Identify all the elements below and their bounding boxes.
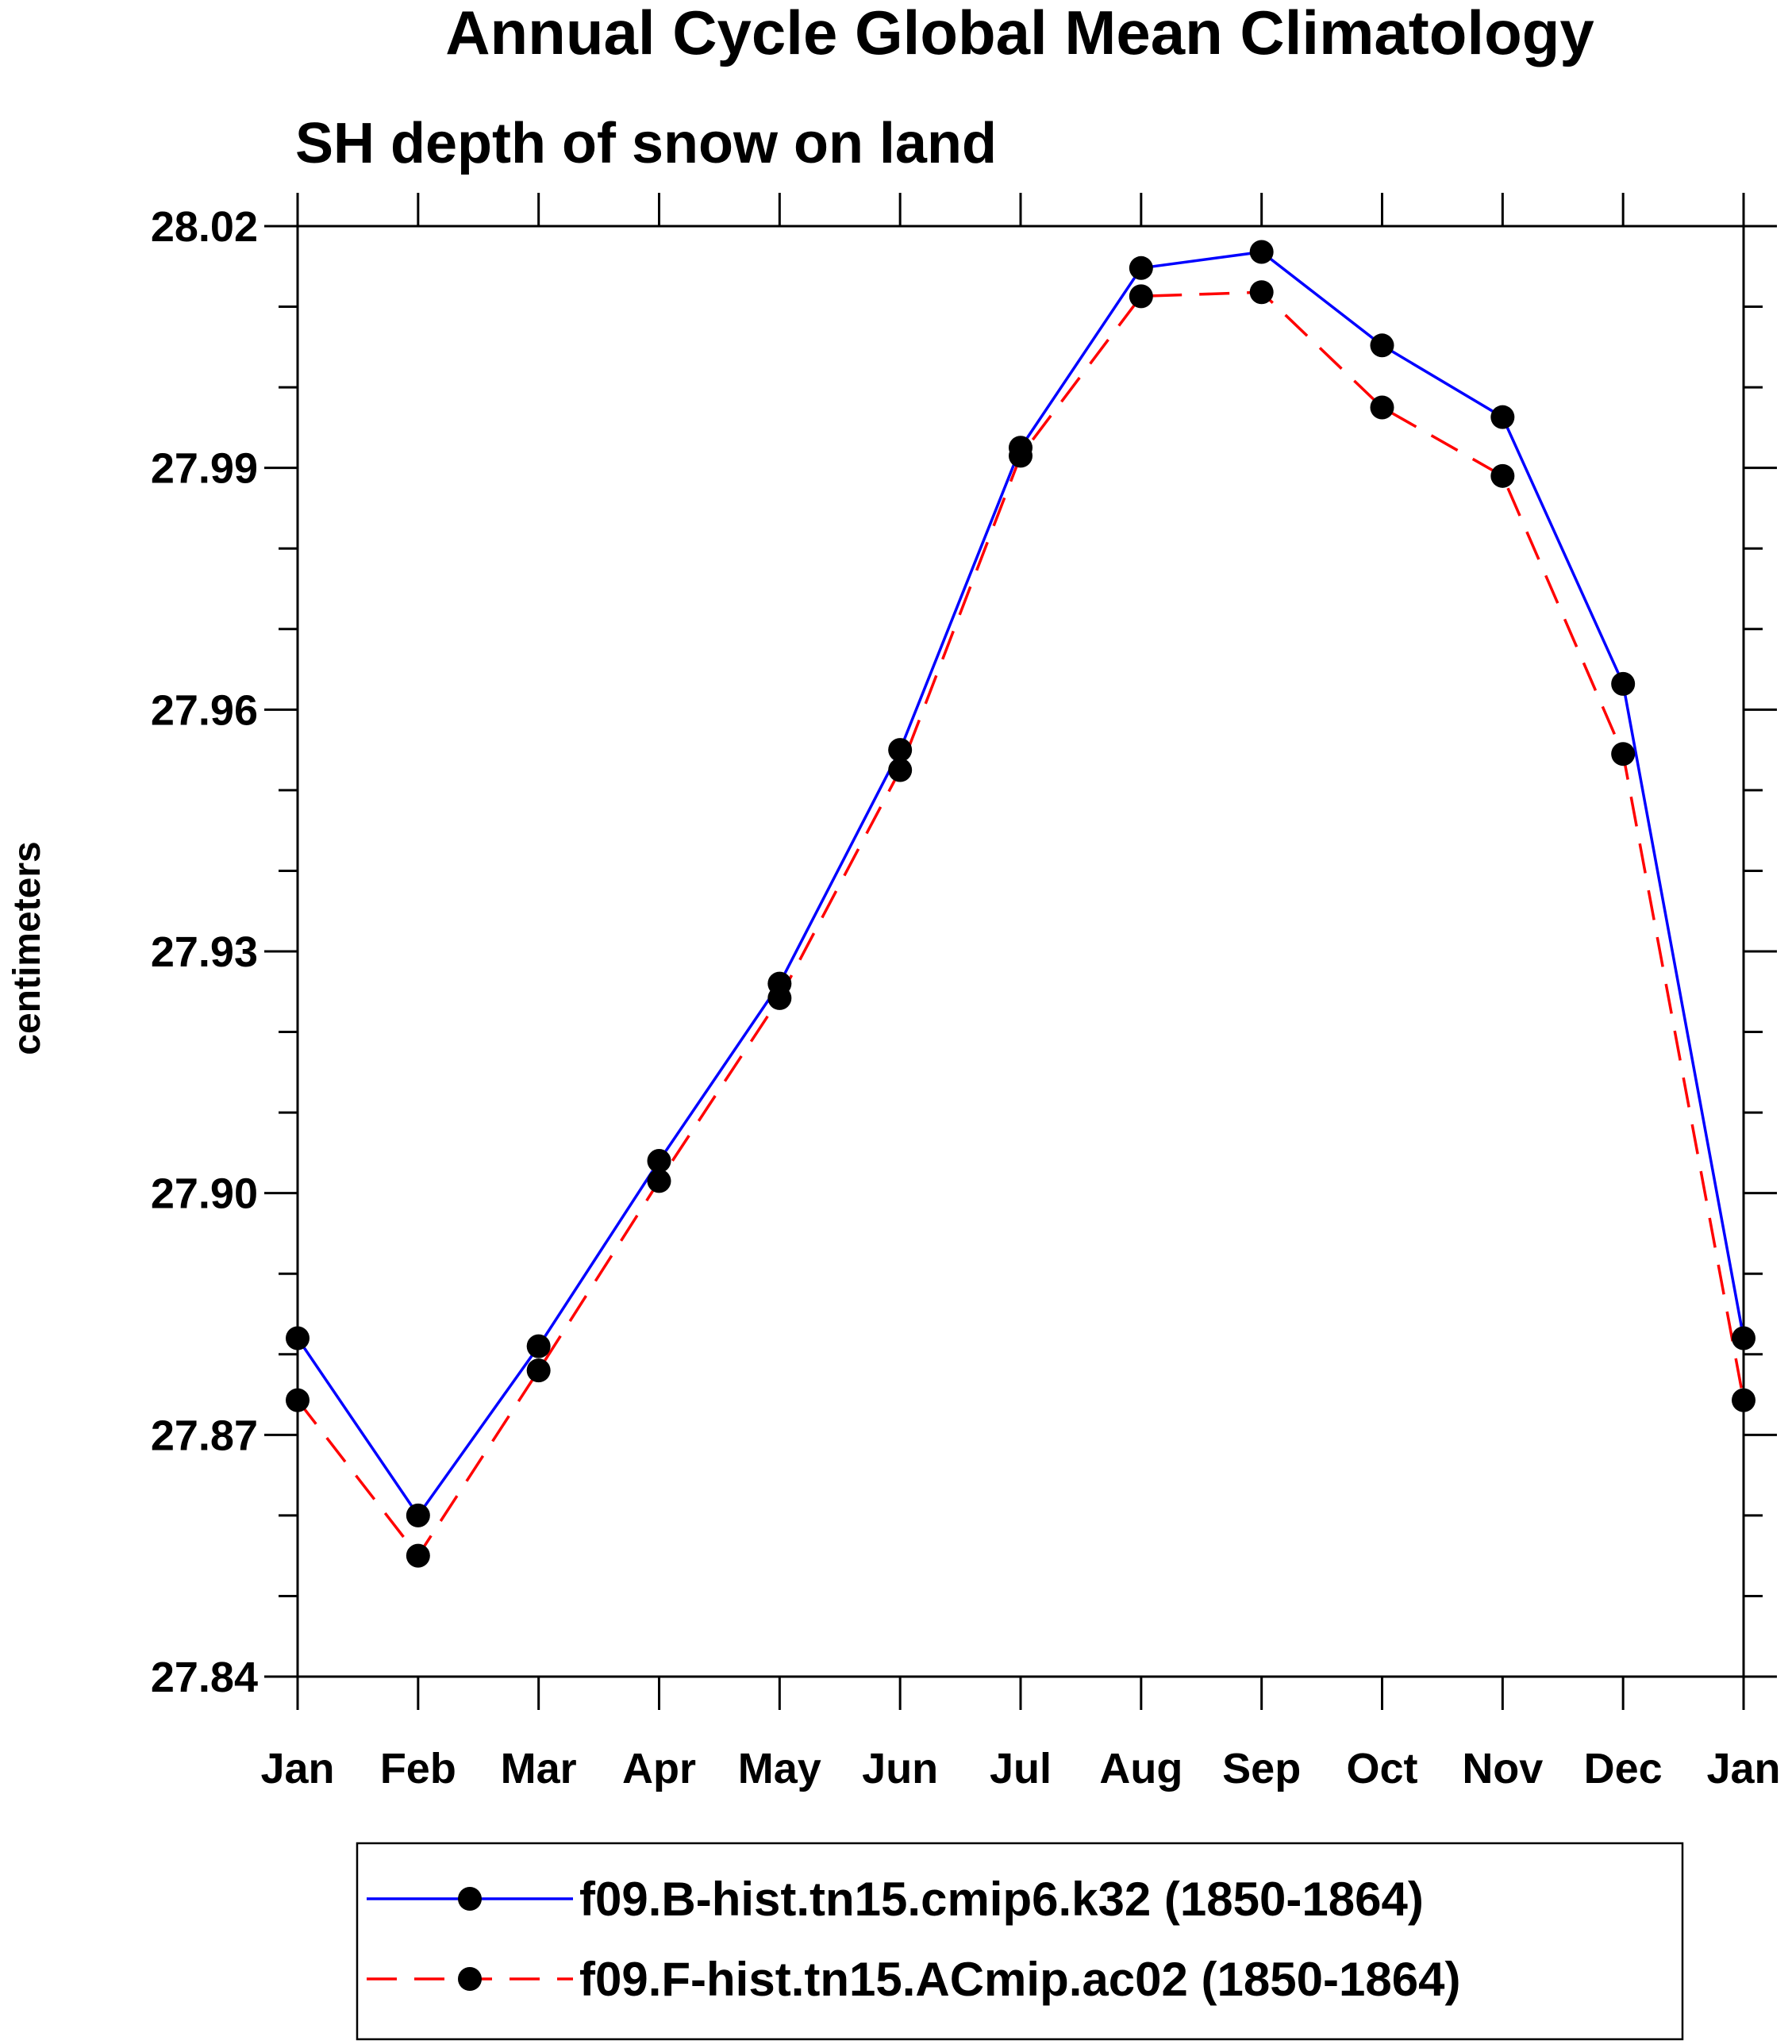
series-0-point [1611,671,1636,696]
series-0-point [1129,256,1153,280]
series-0-point [647,1149,671,1174]
legend-label-1: f09.F-hist.tn15.ACmip.ac02 (1850-1864) [579,1953,1460,2006]
y-tick-label: 27.96 [151,686,258,734]
y-axis-label: centimeters [6,841,48,1055]
series-0-point [286,1326,310,1350]
chart-title: Annual Cycle Global Mean Climatology [445,0,1594,67]
series-line-1 [296,290,1745,1558]
y-tick-label: 27.87 [151,1412,258,1459]
x-tick-label: Sep [1222,1745,1301,1792]
series-0-point [1249,240,1274,264]
series-1-point [1009,444,1033,468]
series-layer [286,240,1755,1568]
series-1-point [647,1169,671,1193]
series-0-point [888,738,913,763]
series-1-point [1611,742,1636,766]
x-tick-label: Nov [1462,1745,1543,1792]
x-tick-label: Mar [501,1745,577,1792]
legend: f09.B-hist.tn15.cmip6.k32 (1850-1864) f09… [367,1873,1460,2006]
x-axis-ticks: Jan Feb Mar Apr May Jun Jul Aug Sep Oct Nov Dec Jan [260,193,1781,1792]
series-0-point [526,1334,551,1358]
series-0-point [1370,333,1394,358]
x-tick-label: Feb [380,1745,456,1792]
x-tick-label: Jan [260,1745,334,1792]
series-1-point [286,1388,310,1412]
y-tick-label: 27.99 [151,445,258,493]
chart-subtitle: SH depth of snow on land [295,112,997,175]
x-tick-label: Apr [622,1745,696,1792]
series-1-point [1129,284,1153,309]
x-tick-label: May [738,1745,821,1792]
series-1-point [1249,280,1274,305]
series-1-point [767,986,792,1010]
y-axis-ticks: 27.84 27.87 27.90 27.93 27.96 27.99 28.02 [151,203,1777,1701]
y-tick-label: 27.90 [151,1170,258,1218]
y-tick-label: 27.84 [151,1654,258,1701]
y-tick-label: 28.02 [151,203,258,251]
series-1-point [1732,1388,1755,1412]
x-tick-label: Oct [1346,1745,1417,1792]
series-0-point [1732,1326,1755,1350]
x-tick-label: Aug [1099,1745,1182,1792]
x-tick-label: Jan [1706,1745,1780,1792]
series-1-point [1370,395,1394,420]
legend-marker-1 [458,1967,482,1991]
series-1-point [1490,463,1515,488]
series-1-point [526,1358,551,1383]
series-1-point [406,1543,430,1568]
series-0-point [1490,405,1515,429]
series-1-point [888,758,913,782]
x-tick-label: Jun [862,1745,938,1792]
legend-label-0: f09.B-hist.tn15.cmip6.k32 (1850-1864) [579,1873,1424,1926]
x-tick-label: Jul [990,1745,1052,1792]
legend-marker-0 [458,1887,482,1911]
legend-box [356,1842,1684,2041]
x-tick-label: Dec [1584,1745,1663,1792]
y-tick-label: 27.93 [151,928,258,976]
series-0-point [406,1503,430,1527]
